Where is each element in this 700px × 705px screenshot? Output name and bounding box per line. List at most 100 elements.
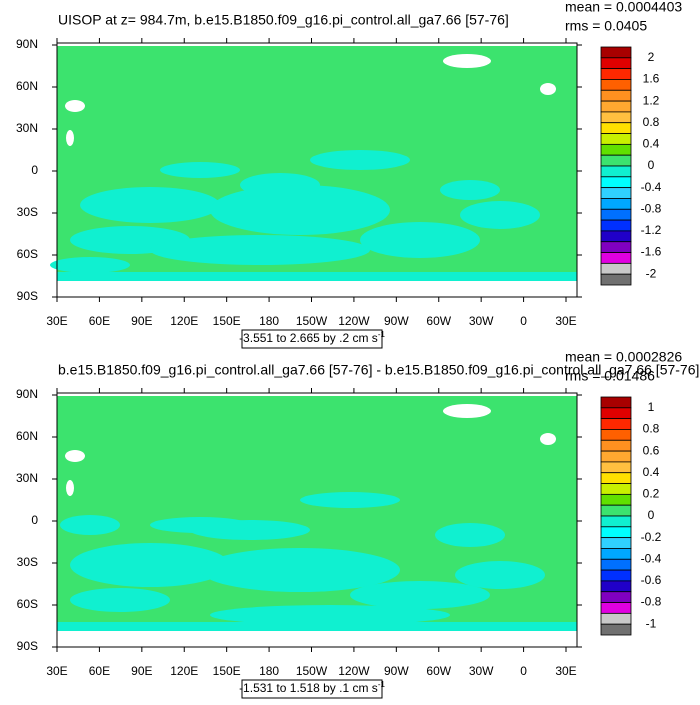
colorbar-box bbox=[600, 515, 632, 528]
colorbar-box bbox=[600, 198, 632, 210]
range-box bbox=[241, 679, 383, 699]
colorbar-box bbox=[600, 580, 632, 593]
lat-label: 0 bbox=[31, 513, 38, 527]
masked-region bbox=[66, 130, 74, 146]
cyan-patch bbox=[460, 201, 540, 229]
lon-label: 30W bbox=[469, 664, 494, 678]
colorbar-label: -0.4 bbox=[641, 180, 662, 194]
masked-region bbox=[443, 404, 491, 418]
cyan-patch bbox=[210, 185, 390, 235]
lon-label: 60E bbox=[89, 314, 110, 328]
range-sup: -1 bbox=[378, 680, 386, 689]
lat-label: 60N bbox=[16, 79, 38, 93]
cyan-patch bbox=[350, 581, 490, 609]
colorbar-box bbox=[600, 187, 632, 199]
lat-label: 60N bbox=[16, 429, 38, 443]
masked-region bbox=[57, 281, 577, 297]
cyan-patch bbox=[360, 222, 480, 258]
cyan-patch bbox=[150, 517, 250, 533]
colorbar-box bbox=[600, 504, 632, 517]
colorbar-label: -1.6 bbox=[641, 245, 662, 259]
colorbar-label: 0.8 bbox=[643, 422, 660, 436]
masked-region bbox=[540, 83, 556, 95]
cyan-patch bbox=[160, 162, 240, 178]
lon-label: 30E bbox=[555, 314, 576, 328]
lon-label: 150W bbox=[296, 314, 328, 328]
colorbar-box bbox=[600, 230, 632, 243]
cyan-patch bbox=[150, 235, 370, 265]
colorbar-box bbox=[600, 602, 632, 614]
masked-region bbox=[443, 54, 491, 68]
range-text: -3.551 to 2.665 by .2 cm s bbox=[239, 331, 378, 345]
masked-region bbox=[66, 480, 74, 496]
cyan-patch bbox=[80, 187, 220, 223]
lat-label: 90N bbox=[16, 37, 38, 51]
colorbar-box bbox=[600, 122, 632, 134]
lon-label: 60W bbox=[426, 314, 451, 328]
colorbar-box bbox=[600, 154, 632, 167]
cyan-strip bbox=[57, 272, 577, 281]
lon-label: 60E bbox=[89, 664, 110, 678]
colorbar-box bbox=[600, 612, 632, 625]
lon-label: 0 bbox=[520, 314, 527, 328]
colorbar-box bbox=[600, 537, 632, 549]
lon-label: 120W bbox=[338, 314, 370, 328]
lat-label: 30S bbox=[17, 205, 38, 219]
colorbar-box bbox=[600, 493, 632, 506]
cyan-patch bbox=[70, 543, 230, 587]
colorbar-box bbox=[600, 219, 632, 232]
colorbar-label: 1.6 bbox=[643, 72, 660, 86]
masked-region bbox=[57, 631, 577, 647]
lat-label: 60S bbox=[17, 597, 38, 611]
lon-label: 90E bbox=[131, 314, 152, 328]
range-sup: -1 bbox=[378, 330, 386, 339]
mean-label: mean = 0.0002826 bbox=[565, 349, 682, 365]
masked-region bbox=[65, 450, 85, 462]
lon-label: 120E bbox=[170, 314, 198, 328]
cyan-patch bbox=[240, 173, 320, 197]
lon-label: 180 bbox=[259, 664, 279, 678]
colorbar-box bbox=[600, 569, 632, 582]
lat-label: 90S bbox=[17, 639, 38, 653]
colorbar-box bbox=[600, 46, 632, 59]
colorbar-label: -0.8 bbox=[641, 201, 662, 215]
colorbar-label: 0.8 bbox=[643, 115, 660, 129]
cyan-strip bbox=[57, 622, 577, 631]
colorbar-box bbox=[600, 439, 632, 452]
lon-label: 30E bbox=[46, 664, 67, 678]
colorbar-box bbox=[600, 165, 632, 178]
lon-label: 30E bbox=[555, 664, 576, 678]
colorbar-box bbox=[600, 57, 632, 70]
colorbar-box bbox=[600, 461, 632, 474]
colorbar-box bbox=[600, 548, 632, 560]
colorbar-label: -1 bbox=[646, 616, 657, 630]
colorbar-box bbox=[600, 450, 632, 463]
colorbar-box bbox=[600, 407, 632, 420]
lon-label: 150E bbox=[213, 664, 241, 678]
cyan-patch bbox=[300, 492, 400, 508]
rms-label: rms = 0.01486 bbox=[565, 368, 655, 384]
colorbar-label: 0 bbox=[648, 158, 655, 172]
colorbar-label: -2 bbox=[646, 266, 657, 280]
cyan-patch bbox=[435, 523, 505, 547]
colorbar-label: 0.6 bbox=[643, 443, 660, 457]
colorbar-box bbox=[600, 396, 632, 409]
colorbar-box bbox=[600, 483, 632, 495]
lon-label: 30W bbox=[469, 314, 494, 328]
cyan-patch bbox=[310, 150, 410, 170]
lon-label: 150E bbox=[213, 314, 241, 328]
mean-label: mean = 0.0004403 bbox=[565, 0, 682, 15]
colorbar-label: 1.2 bbox=[643, 93, 660, 107]
masked-region bbox=[65, 100, 85, 112]
lon-label: 90W bbox=[384, 314, 409, 328]
colorbar-box bbox=[600, 241, 632, 253]
lon-label: 60W bbox=[426, 664, 451, 678]
lat-label: 0 bbox=[31, 163, 38, 177]
cyan-patch bbox=[455, 561, 545, 589]
lat-label: 30S bbox=[17, 555, 38, 569]
cyan-patch bbox=[200, 548, 400, 592]
colorbar-box bbox=[600, 208, 632, 221]
lon-label: 180 bbox=[259, 314, 279, 328]
colorbar-label: 0 bbox=[648, 508, 655, 522]
